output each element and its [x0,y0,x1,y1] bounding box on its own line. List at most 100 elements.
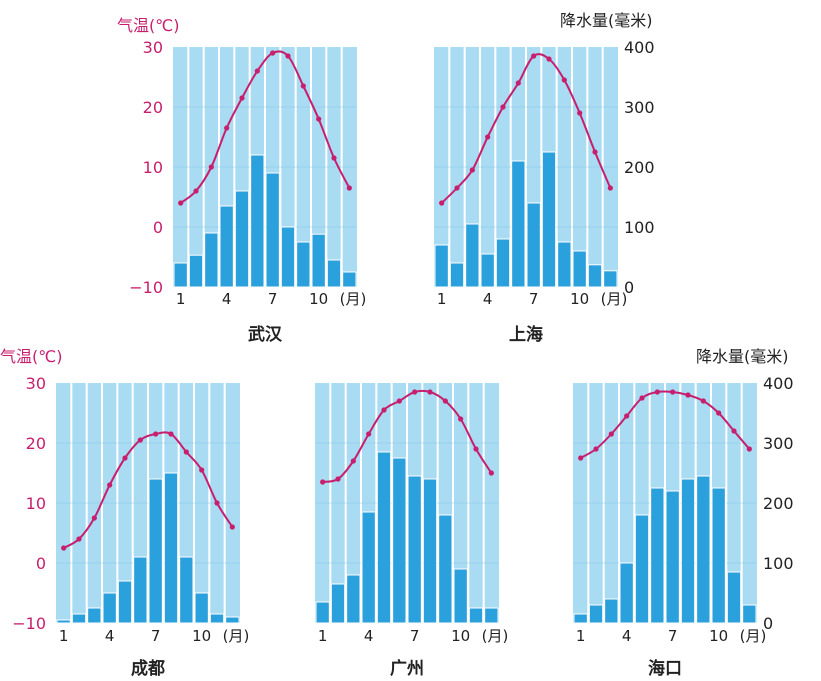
month-unit-label: (月) [482,627,509,645]
temperature-point [224,125,230,131]
temperature-point [320,479,326,485]
climate-chart-5: 400 300 200 100 0 1 4 7 10 (月) 海口 [573,374,794,679]
temperature-tick-label: 30 [26,374,46,393]
precipitation-bar [588,604,604,624]
month-tick-label: 1 [576,627,586,645]
precipitation-bar [572,250,587,288]
precipitation-bar [619,562,634,624]
climate-chart-3: 30 20 10 0 −10 1 4 7 10 (月) 成都 [12,374,249,679]
precipitation-bar [346,574,361,624]
month-tick-label: 7 [410,627,420,645]
temperature-tick-label: −10 [129,278,163,297]
month-tick-label: 1 [59,627,69,645]
precipitation-bar [179,556,194,624]
precipitation-tick-label: 0 [624,278,634,297]
temperature-point [608,431,614,437]
temperature-point [137,437,143,443]
precipitation-bar [133,556,148,624]
temperature-point [153,431,159,437]
precipitation-bar [680,478,696,624]
precipitation-bar [634,514,650,624]
temperature-point [331,155,337,161]
temperature-point [193,188,199,194]
temperature-point [239,95,245,101]
precipitation-tick-label: 300 [624,98,655,117]
temperature-point [346,185,352,191]
temperature-point [412,389,418,395]
temperature-point [531,53,537,59]
month-tick-label: 4 [105,627,115,645]
temperature-point [76,536,82,542]
temperature-point [670,389,676,395]
month-unit-label: (月) [601,290,628,308]
precipitation-bar [557,241,572,288]
temperature-point [624,413,630,419]
temperature-point [746,446,752,452]
precipitation-tick-label: 0 [763,614,773,633]
city-name: 成都 [131,658,165,679]
temperature-point [654,389,660,395]
temperature-point [500,104,506,110]
precipitation-bar [87,607,102,624]
precipitation-tick-label: 400 [763,374,794,393]
temperature-point [396,398,402,404]
month-tick-label: 10 [192,627,211,645]
city-name: 广州 [390,658,424,679]
precipitation-bar [604,598,619,624]
temperature-tick-label: 20 [143,98,163,117]
precipitation-bar [742,604,757,624]
temperature-tick-label: 20 [26,434,46,453]
temperature-tick-label: 0 [36,554,46,573]
city-name: 武汉 [248,324,283,345]
precipitation-tick-label: 300 [763,434,794,453]
precipitation-bar [434,244,449,288]
precipitation-bar [326,259,342,288]
precipitation-bar [225,616,240,624]
precipitation-bar [392,457,407,624]
precipitation-bar [449,262,465,288]
precipitation-bar [468,607,484,624]
temperature-point [561,77,567,83]
precipitation-bar [342,271,357,288]
temperature-point [442,398,448,404]
precipitation-bar [311,233,326,288]
temperature-tick-label: −10 [12,614,46,633]
temperature-tick-label: 10 [26,494,46,513]
month-unit-label: (月) [223,627,250,645]
temperature-point [473,446,479,452]
temperature-point [61,545,67,551]
temperature-tick-label: 10 [143,158,163,177]
temperature-point [716,410,722,416]
temperature-point [381,407,387,413]
temperature-point [316,116,322,122]
precipitation-bar [650,487,665,624]
month-unit-label: (月) [740,627,767,645]
temperature-axis-title: 气温(℃) [117,16,179,35]
temperature-point [285,53,291,59]
month-unit-label: (月) [340,290,367,308]
precipitation-bar [234,190,250,288]
climate-chart-4: 1 4 7 10 (月) 广州 [315,383,508,679]
month-tick-label: 1 [176,290,186,308]
city-name: 上海 [509,324,543,345]
temperature-axis-title: 气温(℃) [0,347,62,366]
precipitation-bar [438,514,453,624]
precipitation-bar [603,270,618,288]
precipitation-bar [526,202,541,288]
temperature-point [469,167,475,173]
precipitation-tick-label: 200 [763,494,794,513]
precipitation-bar [484,607,499,624]
city-name: 海口 [648,658,682,679]
temperature-point [178,200,184,206]
temperature-point [427,389,433,395]
month-tick-label: 7 [151,627,161,645]
precipitation-bar [495,238,511,288]
precipitation-axis-title: 降水量(毫米) [696,347,789,366]
temperature-point [366,431,372,437]
month-tick-label: 10 [451,627,470,645]
precipitation-bar [407,475,422,624]
temperature-point [577,110,583,116]
precipitation-bar [465,223,480,288]
precipitation-bar [665,490,680,624]
